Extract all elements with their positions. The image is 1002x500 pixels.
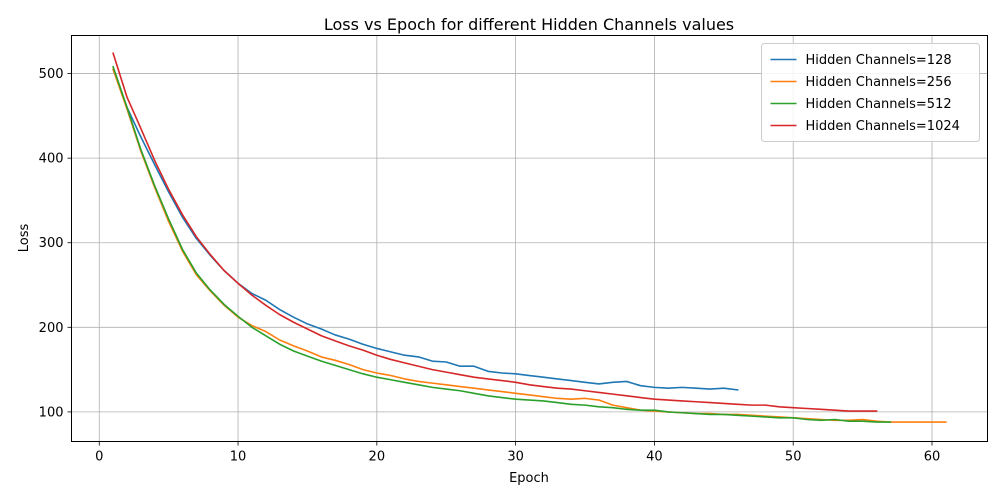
legend-label-1: Hidden Channels=256 — [806, 75, 952, 90]
y-tick-label: 400 — [39, 152, 64, 167]
x-axis: 0 10 20 30 40 50 60 — [95, 441, 941, 465]
legend-label-0: Hidden Channels=128 — [806, 53, 952, 68]
y-axis-label: Loss — [17, 224, 32, 253]
series-line-1 — [112, 68, 947, 423]
x-tick-label: 20 — [369, 450, 386, 465]
y-tick-label: 100 — [39, 405, 64, 420]
legend-label-3: Hidden Channels=1024 — [806, 119, 960, 134]
y-tick-label: 500 — [39, 67, 64, 82]
series-line-3 — [112, 52, 878, 412]
x-tick-label: 0 — [95, 450, 103, 465]
x-tick-label: 30 — [507, 450, 524, 465]
series-line-0 — [112, 68, 739, 391]
series-lines — [112, 52, 947, 423]
x-tick-label: 10 — [230, 450, 247, 465]
y-tick-label: 200 — [39, 321, 64, 336]
legend-label-2: Hidden Channels=512 — [806, 97, 952, 112]
chart-title: Loss vs Epoch for different Hidden Chann… — [324, 15, 734, 34]
legend: Hidden Channels=128 Hidden Channels=256 Hi… — [761, 43, 980, 142]
legend-box — [761, 43, 980, 142]
y-tick-label: 300 — [39, 236, 64, 251]
x-tick-label: 50 — [785, 450, 802, 465]
x-tick-label: 60 — [924, 450, 941, 465]
x-tick-label: 40 — [646, 450, 663, 465]
series-line-2 — [112, 65, 892, 423]
y-axis: 100 200 300 400 500 — [39, 67, 72, 420]
x-axis-label: Epoch — [509, 471, 549, 486]
plot-frame — [71, 35, 988, 442]
